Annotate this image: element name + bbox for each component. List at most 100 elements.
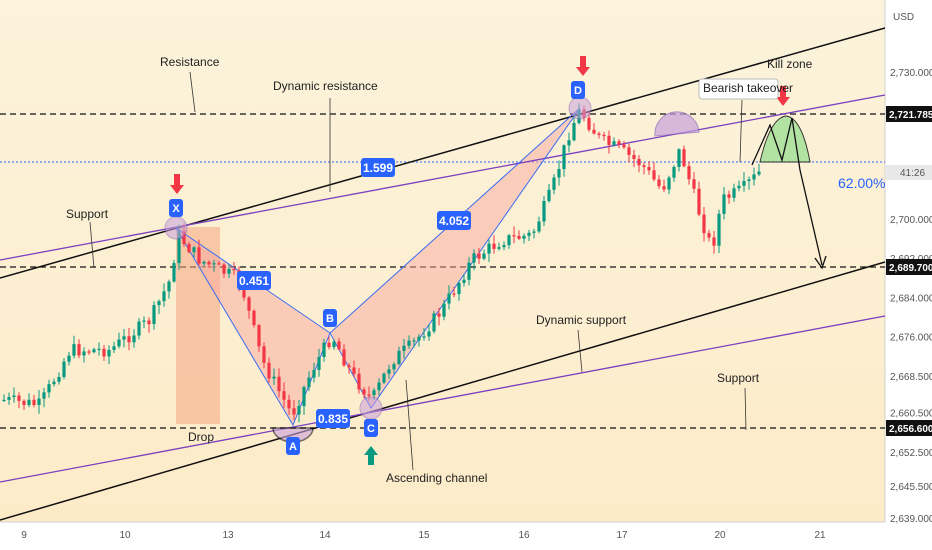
price-level-tag [886, 259, 932, 275]
annotation-pointer [189, 71, 196, 113]
candle-body [177, 231, 181, 264]
annotation-pointer [405, 379, 414, 471]
candle-body [252, 310, 256, 326]
candle-body [712, 237, 716, 246]
x-tick-label: 9 [21, 530, 27, 541]
candle-body [382, 373, 386, 383]
ratio-badge [237, 271, 271, 290]
line-layer [0, 27, 886, 521]
candle-body [592, 129, 596, 134]
candle-body [752, 174, 756, 180]
candle-body [547, 189, 551, 202]
candle-body [417, 336, 421, 341]
candle-body [632, 154, 636, 159]
candle-body [87, 351, 91, 353]
candle-body [262, 346, 266, 363]
candle-body [492, 243, 496, 249]
price-level-label: 2,721.785 [889, 110, 932, 121]
candle-body [412, 340, 416, 342]
candle-body [157, 301, 161, 306]
candle-body [622, 144, 626, 148]
candle-body [322, 342, 326, 357]
candle-body [392, 364, 396, 370]
candle-body [657, 179, 661, 187]
candle-body [47, 384, 51, 393]
candle-body [597, 133, 601, 135]
channel-lower-line [0, 261, 886, 521]
ratio-badge [437, 211, 471, 230]
annotation-pointer [89, 221, 95, 269]
candle-body [627, 147, 631, 155]
candle-body [332, 341, 336, 348]
ratio-label: 1.599 [363, 161, 393, 175]
channel-upper-line [0, 27, 886, 279]
annotation-text: Bearish takeover [703, 81, 793, 95]
candle-body [122, 336, 126, 340]
sell-arrow-d-shaft [580, 56, 586, 68]
candle-body [67, 355, 71, 362]
dynamic-support-line [0, 315, 886, 483]
candle-body [462, 279, 466, 283]
candle-body [677, 149, 681, 167]
annotation-text: Ascending channel [386, 471, 487, 485]
candle-body [717, 213, 721, 246]
pivot-highlight [568, 96, 592, 120]
x-tick-label: 16 [518, 530, 530, 541]
candle-body [362, 389, 366, 395]
candle-body [232, 269, 236, 271]
candle-body [227, 269, 231, 274]
candle-body [432, 313, 436, 332]
candle-body [42, 392, 46, 399]
y-tick-label: 2,676.000 [890, 333, 932, 344]
price-level-label: 2,689.700 [889, 263, 932, 274]
annotation-text: Support [717, 371, 760, 385]
candle-body [452, 293, 456, 295]
overlay-layer [164, 56, 827, 465]
x-tick-label: 17 [616, 530, 628, 541]
harmonic-point-badge [364, 419, 378, 437]
price-level-tag [886, 106, 932, 122]
candle-body [267, 362, 271, 379]
y-tick-label: 2,660.500 [890, 409, 932, 420]
label-layer: X A B C D 1.599 0.451 0.835 4.052 Resistance Dynam… [66, 55, 885, 485]
ratio-label: 0.451 [239, 274, 269, 288]
x-tick-label: 13 [222, 530, 234, 541]
harmonic-point-label: X [172, 203, 180, 215]
ratio-label: 4.052 [439, 214, 469, 228]
y-tick-label: 2,639.000 [890, 514, 932, 525]
candle-body [607, 135, 611, 145]
candle-body [562, 145, 566, 170]
candle-body [37, 398, 41, 406]
candle-body [482, 253, 486, 259]
fill-layer [176, 108, 580, 425]
candle-body [402, 345, 406, 351]
candle-body [377, 382, 381, 391]
candle-body [517, 235, 521, 239]
candle-body [487, 243, 491, 254]
candle-body [722, 194, 726, 214]
harmonic-point-label: A [289, 441, 297, 453]
candle-body [337, 341, 341, 350]
buy-arrow-head [364, 446, 378, 455]
candle-body [572, 122, 576, 141]
annotation-text: Support [66, 207, 109, 221]
candle-body [497, 247, 501, 249]
candle-body [347, 365, 351, 368]
sell-arrow-killzone-shaft [780, 86, 786, 98]
candle-body [477, 253, 481, 259]
harmonic-point-label: D [574, 85, 582, 97]
y-tick-label: 2,652.500 [890, 448, 932, 459]
candle-body [537, 221, 541, 232]
candle-body [732, 188, 736, 198]
candle-body [652, 170, 656, 180]
candle-body [352, 367, 356, 374]
candle-body [422, 336, 426, 338]
candle-body [387, 369, 391, 374]
candle-body [257, 325, 261, 347]
candle-body [22, 400, 26, 405]
candle-body [342, 349, 346, 366]
candle-body [397, 350, 401, 365]
candle-body [167, 281, 171, 292]
